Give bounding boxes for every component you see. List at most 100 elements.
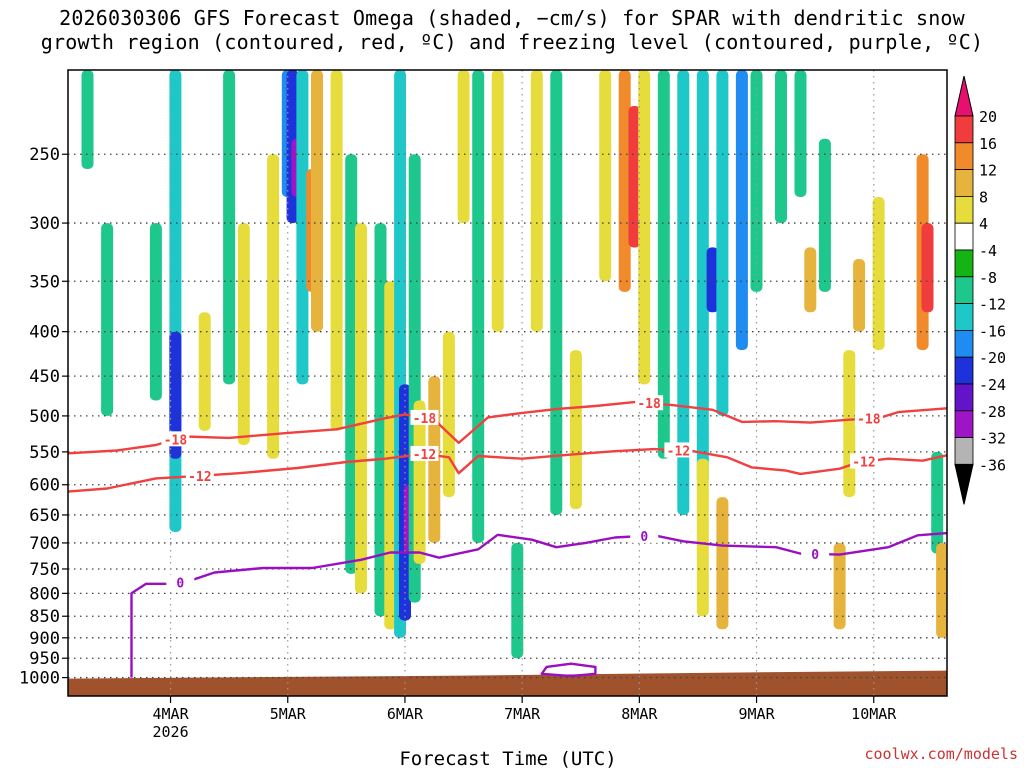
contour-label-bg	[161, 431, 190, 447]
colorbar-label: -24	[979, 376, 1006, 394]
omega-cell	[101, 223, 114, 416]
x-tick-label: 4MAR	[152, 705, 189, 723]
x-tick-label: 8MAR	[621, 705, 658, 723]
colorbar-label: -16	[979, 322, 1006, 340]
omega-cell	[818, 138, 831, 292]
y-tick-label: 850	[29, 607, 60, 627]
omega-cell	[491, 70, 504, 332]
omega-cell	[931, 451, 944, 554]
colorbar-label: 20	[979, 108, 997, 126]
colorbar-label: -36	[979, 456, 1006, 474]
contour-label-bg	[635, 395, 664, 411]
omega-cell	[81, 70, 94, 169]
omega-cell	[750, 70, 763, 292]
contour-label: -18	[857, 413, 881, 428]
omega-cell	[198, 312, 211, 431]
contour-label-bg	[854, 410, 883, 426]
omega-cell	[638, 70, 651, 385]
omega-cell	[735, 70, 748, 351]
omega-cell	[599, 70, 612, 282]
colorbar-label: 4	[979, 215, 988, 233]
contour-label: -18	[164, 433, 188, 448]
colorbar-label: -32	[979, 430, 1006, 448]
omega-cell	[345, 154, 358, 574]
omega-cell	[696, 70, 709, 485]
omega-cell	[696, 458, 709, 617]
site-credit[interactable]: coolwx.com/models	[864, 745, 1018, 763]
y-axis: 2503003504004505005506006507007508008509…	[19, 145, 68, 689]
colorbar-segment	[954, 276, 974, 304]
colorbar-segment	[954, 169, 974, 197]
contour-line	[130, 531, 947, 678]
contour-line	[68, 447, 947, 493]
omega-cell	[706, 247, 719, 313]
omega-cell	[804, 247, 817, 313]
x-axis-title: Forecast Time (UTC)	[399, 748, 616, 768]
contour-label-bg	[410, 409, 439, 425]
y-tick-label: 600	[29, 476, 60, 496]
omega-cell	[794, 70, 807, 197]
omega-cell	[550, 70, 563, 515]
omega-cell	[833, 542, 846, 630]
y-tick-label: 550	[29, 443, 60, 463]
y-tick-label: 650	[29, 506, 60, 526]
colorbar-top-arrow	[954, 75, 974, 117]
colorbar-segment	[954, 222, 974, 251]
y-tick-label: 950	[29, 649, 60, 669]
omega-cell	[936, 542, 947, 638]
colorbar-segment	[954, 437, 974, 465]
contour-label-bg	[185, 467, 214, 483]
contour-label-bg	[410, 445, 439, 461]
omega-cell	[330, 70, 343, 431]
contour-label-bg	[664, 442, 693, 458]
omega-cell	[775, 70, 787, 224]
omega-cell	[413, 400, 426, 564]
colorbar-segment	[954, 383, 974, 412]
colorbar-segment	[954, 249, 974, 278]
omega-cell	[853, 259, 866, 332]
x-tick-label: 6MAR	[387, 705, 424, 723]
omega-cell	[472, 70, 485, 543]
contour-label: -18	[637, 397, 661, 412]
omega-cell	[311, 70, 323, 332]
omega-cell	[511, 542, 524, 659]
x-tick-label: 10MAR	[851, 705, 897, 723]
omega-cell	[355, 223, 367, 594]
omega-cell	[530, 70, 543, 332]
omega-cell	[267, 154, 280, 459]
contour-label: 0	[640, 530, 648, 545]
contour-label: -12	[188, 470, 211, 485]
y-tick-label: 350	[29, 272, 60, 292]
y-tick-label: 500	[29, 407, 60, 427]
omega-cell	[716, 70, 729, 416]
chart-title: 2026030306 GFS Forecast Omega (shaded, −…	[0, 6, 1024, 54]
colorbar-label: 8	[979, 188, 988, 206]
omega-cell	[716, 497, 729, 630]
colorbar-segment	[954, 329, 974, 358]
contour-label: -18	[413, 412, 437, 427]
colorbar-label: 16	[979, 135, 997, 153]
x-tick-sublabel: 2026	[152, 723, 188, 741]
omega-cell	[169, 331, 182, 459]
contour-layer: -18 -18 -18 -18 -12 -12 -12 -12 0 0 0	[68, 395, 947, 678]
colorbar-label: -8	[979, 269, 997, 287]
contour-label-bg	[166, 574, 195, 590]
y-tick-label: 700	[29, 534, 60, 554]
omega-cell	[442, 331, 455, 498]
y-tick-label: 1000	[19, 669, 60, 689]
omega-cell	[628, 106, 641, 248]
colorbar-bottom-arrow	[954, 463, 974, 505]
omega-cell	[223, 70, 236, 385]
contour-label-bg	[801, 545, 830, 561]
chart-title-line2: growth region (contoured, red, ºC) and f…	[40, 30, 984, 54]
contour-line	[540, 662, 597, 678]
chart-title-line1: 2026030306 GFS Forecast Omega (shaded, −…	[59, 6, 965, 30]
contour-line	[68, 400, 947, 455]
y-tick-label: 800	[29, 584, 60, 604]
colorbar-segment	[954, 142, 974, 171]
colorbar-label: -28	[979, 403, 1006, 421]
contour-label: 0	[811, 548, 819, 563]
omega-cell	[872, 197, 885, 351]
